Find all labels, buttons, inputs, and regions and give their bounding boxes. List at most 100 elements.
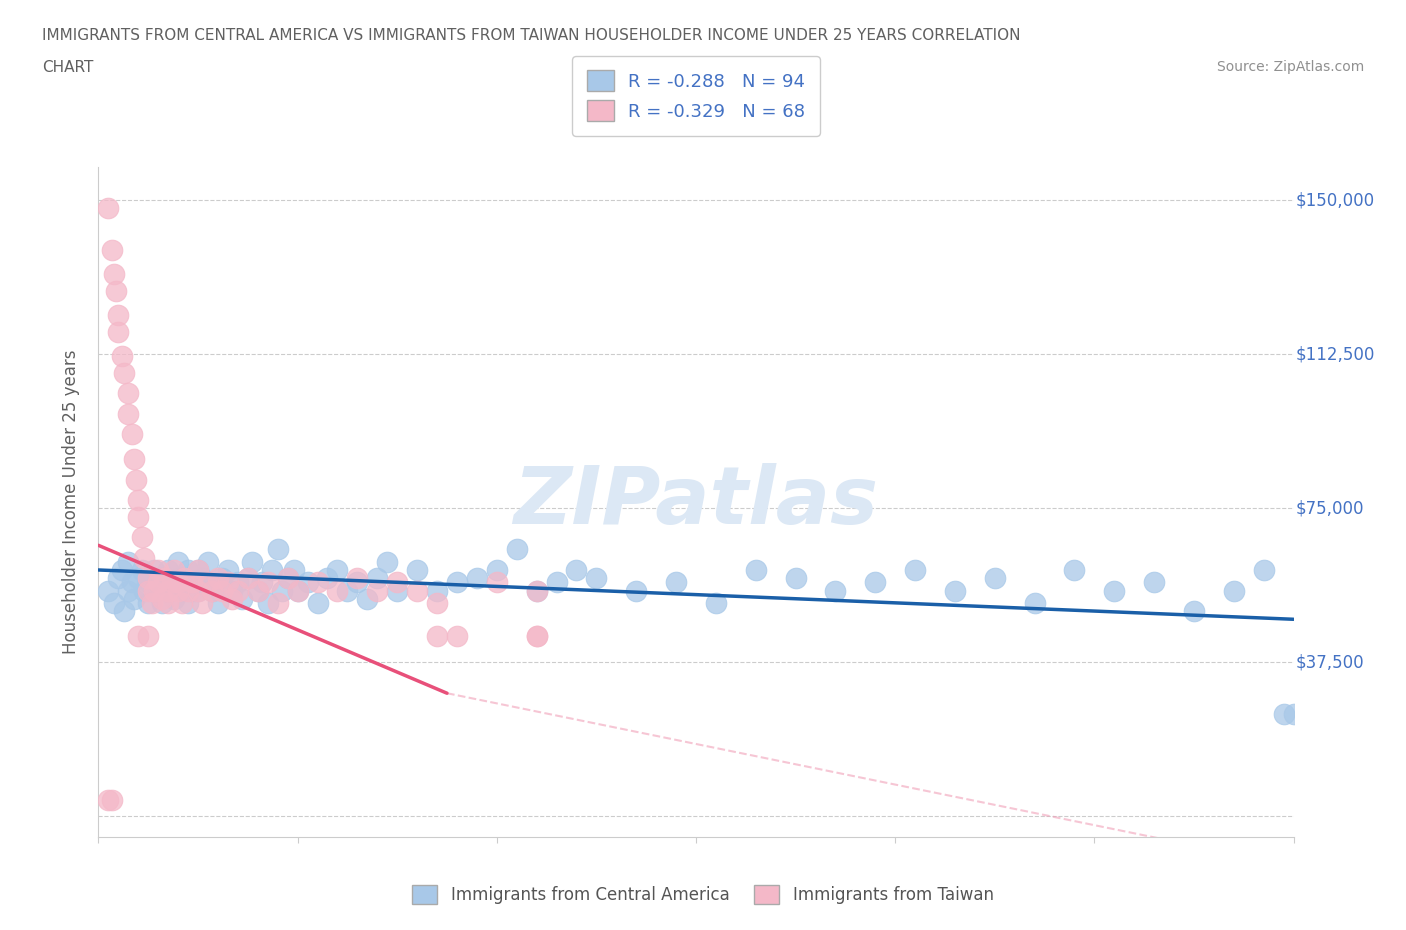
Point xyxy=(287,583,309,598)
Point xyxy=(485,563,508,578)
Point xyxy=(246,583,269,598)
Point xyxy=(101,792,124,807)
Point xyxy=(177,583,200,598)
Point xyxy=(863,575,886,590)
Point xyxy=(136,583,159,598)
Point xyxy=(465,571,488,586)
Point xyxy=(585,571,607,586)
Point xyxy=(565,563,588,578)
Point xyxy=(167,571,190,586)
Point xyxy=(246,583,269,598)
Point xyxy=(124,591,146,606)
Point xyxy=(426,595,449,610)
Point xyxy=(97,792,120,807)
Point xyxy=(187,563,209,578)
Point xyxy=(107,308,129,323)
Point xyxy=(326,583,349,598)
Point xyxy=(546,575,568,590)
Point xyxy=(207,571,229,586)
Point xyxy=(785,571,807,586)
Point xyxy=(375,554,398,569)
Text: ZIPatlas: ZIPatlas xyxy=(513,463,879,541)
Text: Source: ZipAtlas.com: Source: ZipAtlas.com xyxy=(1216,60,1364,74)
Point xyxy=(240,554,263,569)
Text: IMMIGRANTS FROM CENTRAL AMERICA VS IMMIGRANTS FROM TAIWAN HOUSEHOLDER INCOME UND: IMMIGRANTS FROM CENTRAL AMERICA VS IMMIG… xyxy=(42,28,1021,43)
Point xyxy=(134,551,156,565)
Point xyxy=(127,509,149,524)
Point xyxy=(148,563,170,578)
Point xyxy=(385,575,409,590)
Point xyxy=(136,575,159,590)
Point xyxy=(167,575,190,590)
Point xyxy=(150,591,173,606)
Point xyxy=(226,575,249,590)
Point xyxy=(197,575,219,590)
Point xyxy=(117,406,139,421)
Point xyxy=(150,595,173,610)
Point xyxy=(167,583,190,598)
Point xyxy=(446,629,468,644)
Point xyxy=(136,629,159,644)
Point xyxy=(127,629,149,644)
Point xyxy=(256,595,278,610)
Point xyxy=(983,571,1005,586)
Point xyxy=(105,284,128,299)
Point xyxy=(157,583,180,598)
Point xyxy=(236,571,259,586)
Point xyxy=(148,575,170,590)
Point xyxy=(134,583,156,598)
Point xyxy=(173,575,195,590)
Point xyxy=(167,554,190,569)
Point xyxy=(1182,604,1205,618)
Point xyxy=(136,595,159,610)
Point xyxy=(277,571,299,586)
Point xyxy=(221,583,243,598)
Point xyxy=(187,563,209,578)
Point xyxy=(211,571,233,586)
Point xyxy=(217,575,239,590)
Point xyxy=(356,591,378,606)
Point xyxy=(148,575,170,590)
Text: $37,500: $37,500 xyxy=(1296,654,1365,671)
Point xyxy=(316,571,339,586)
Point xyxy=(526,583,548,598)
Point xyxy=(297,575,319,590)
Point xyxy=(904,563,927,578)
Point xyxy=(277,571,299,586)
Point xyxy=(107,571,129,586)
Point xyxy=(366,583,388,598)
Point xyxy=(197,554,219,569)
Point xyxy=(187,583,209,598)
Point xyxy=(1253,563,1275,578)
Legend: Immigrants from Central America, Immigrants from Taiwan: Immigrants from Central America, Immigra… xyxy=(404,876,1002,912)
Point xyxy=(256,575,278,590)
Point xyxy=(172,595,194,610)
Point xyxy=(307,575,329,590)
Point xyxy=(1102,583,1125,598)
Point xyxy=(307,595,329,610)
Point xyxy=(177,563,200,578)
Point xyxy=(526,629,548,644)
Point xyxy=(141,571,163,586)
Point xyxy=(207,595,229,610)
Y-axis label: Householder Income Under 25 years: Householder Income Under 25 years xyxy=(62,350,80,655)
Point xyxy=(326,563,349,578)
Point xyxy=(1282,706,1305,721)
Point xyxy=(211,583,233,598)
Point xyxy=(824,583,846,598)
Point xyxy=(260,563,283,578)
Point xyxy=(201,583,224,598)
Point xyxy=(173,571,195,586)
Point xyxy=(226,583,249,598)
Point xyxy=(406,583,429,598)
Point xyxy=(446,575,468,590)
Point xyxy=(163,563,186,578)
Point xyxy=(101,242,124,257)
Point xyxy=(704,595,727,610)
Point xyxy=(236,571,259,586)
Point xyxy=(97,201,120,216)
Point xyxy=(1143,575,1166,590)
Point xyxy=(117,554,139,569)
Point xyxy=(1024,595,1046,610)
Point xyxy=(187,583,209,598)
